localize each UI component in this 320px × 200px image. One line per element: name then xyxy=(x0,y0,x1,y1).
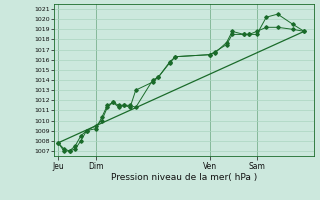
X-axis label: Pression niveau de la mer( hPa ): Pression niveau de la mer( hPa ) xyxy=(111,173,257,182)
